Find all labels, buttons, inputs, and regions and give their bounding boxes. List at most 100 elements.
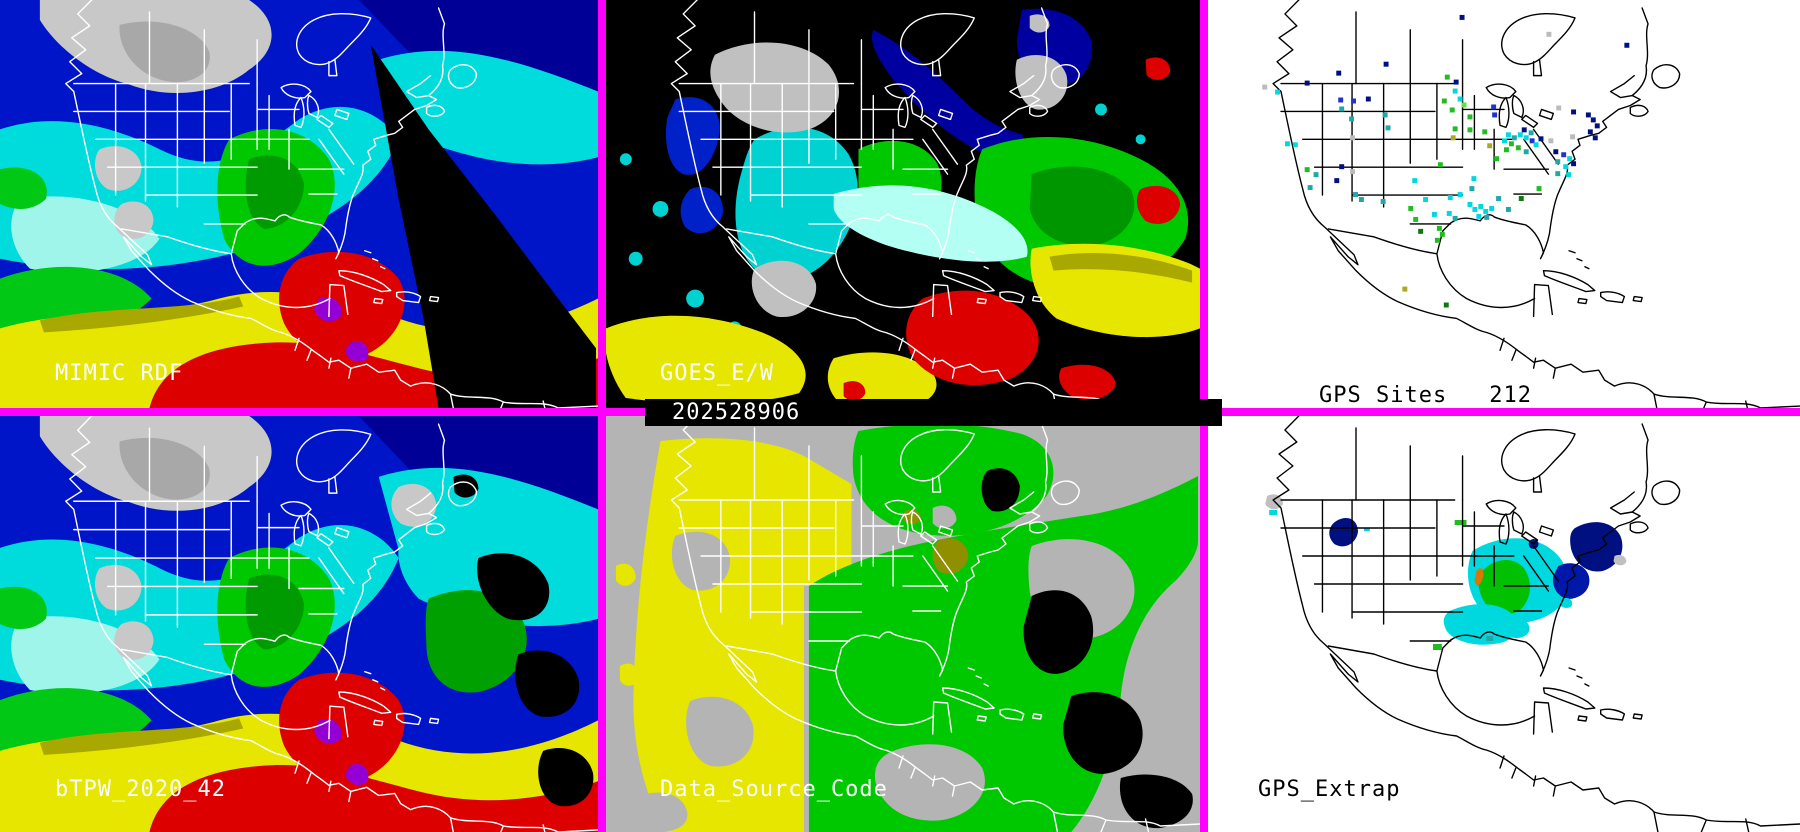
gps-site-dot xyxy=(1492,112,1498,118)
panel-btpw: bTPW_2020_42 xyxy=(0,416,598,832)
gps-site-dot xyxy=(1505,206,1511,212)
gps-site-dot xyxy=(1571,161,1577,167)
gps-site-count: 212 xyxy=(1489,383,1532,408)
gps-site-dot xyxy=(1408,205,1414,211)
extrap-blob-montana xyxy=(1329,518,1358,547)
gps-site-dot xyxy=(1385,125,1391,131)
panel-label-gps-extrap: GPS_Extrap xyxy=(1258,777,1401,802)
gps-site-dot xyxy=(1523,149,1529,155)
gps-site-dot xyxy=(1536,186,1542,192)
btpw-map xyxy=(0,416,598,832)
panel-gps-sites: GPS Sites 212 xyxy=(1208,0,1800,408)
panel-label-btpw: bTPW_2020_42 xyxy=(55,777,226,802)
gps-site-dot xyxy=(1292,142,1298,148)
gps-site-dot xyxy=(1443,302,1449,308)
gps-site-dot xyxy=(1502,138,1507,144)
gps-site-dot xyxy=(1336,70,1342,76)
gps-site-dot xyxy=(1483,208,1489,214)
gps-site-dot xyxy=(1567,156,1573,162)
gps-site-dot xyxy=(1452,126,1458,132)
gps-site-dot xyxy=(1469,186,1475,192)
gps-site-dot xyxy=(1453,79,1459,85)
gps-site-dot xyxy=(1313,172,1319,178)
extrap-blobs xyxy=(1265,494,1627,650)
gps-site-dot xyxy=(1494,156,1500,162)
gps-site-dot xyxy=(1476,213,1482,219)
panel-border-vertical-1 xyxy=(598,0,606,832)
gps-site-dot xyxy=(1382,112,1388,118)
gps-site-dot xyxy=(1594,123,1600,129)
gps-site-dot xyxy=(1571,109,1577,115)
gps-site-dot xyxy=(1511,135,1517,141)
mimic-rdf-map xyxy=(0,0,598,408)
gps-site-dot xyxy=(1548,138,1554,144)
gps-site-dot xyxy=(1412,178,1418,184)
panel-data-source-code: Data_Source_Code xyxy=(606,416,1200,832)
gps-site-dot xyxy=(1561,152,1567,158)
gps-site-dot xyxy=(1262,84,1268,90)
gps-site-dot xyxy=(1402,286,1408,292)
gps-site-dot xyxy=(1587,129,1593,135)
data-source-map xyxy=(606,416,1200,832)
gps-site-dot xyxy=(1533,142,1539,148)
gps-site-dot xyxy=(1471,176,1477,182)
gps-site-dot xyxy=(1339,106,1345,112)
gps-site-dot xyxy=(1351,98,1356,104)
gps-site-dot xyxy=(1304,167,1310,173)
gps-site-dot xyxy=(1304,80,1310,86)
gps-site-dot xyxy=(1478,204,1484,209)
panel-label-data-source-code: Data_Source_Code xyxy=(660,777,888,802)
gps-site-dot xyxy=(1624,42,1630,48)
gps-site-dot xyxy=(1491,104,1497,110)
gps-site-dot xyxy=(1482,129,1488,135)
panel-gps-extrap: GPS_Extrap xyxy=(1208,416,1800,832)
gps-site-dot xyxy=(1505,132,1511,138)
panel-mimic-rdf: MIMIC RDF xyxy=(0,0,598,408)
gps-site-dot xyxy=(1555,171,1561,177)
gps-site-dot xyxy=(1529,138,1535,144)
gps-site-dot xyxy=(1518,196,1524,202)
gps-site-dot xyxy=(1538,136,1544,142)
gps-site-dot xyxy=(1457,192,1463,198)
gps-site-dot xyxy=(1413,216,1419,222)
gps-site-dot xyxy=(1383,61,1389,67)
gps-site-dot xyxy=(1365,96,1371,102)
gps-site-dot xyxy=(1358,197,1364,203)
gps-site-dot xyxy=(1487,143,1493,149)
gps-site-dot xyxy=(1585,112,1591,118)
gps-site-dot xyxy=(1553,149,1559,155)
gps-site-dot xyxy=(1452,215,1458,221)
gps-site-dot xyxy=(1489,205,1495,211)
gps-site-dot xyxy=(1484,214,1490,220)
gps-site-dot xyxy=(1349,116,1355,122)
gps-site-dot xyxy=(1592,135,1598,141)
gps-site-dot xyxy=(1467,202,1473,207)
gps-site-dot xyxy=(1449,107,1455,113)
gps-site-dot xyxy=(1461,102,1467,108)
panel-label-mimic-rdf: MIMIC RDF xyxy=(55,361,184,386)
gps-site-dot xyxy=(1444,74,1450,80)
gps-site-dot xyxy=(1508,141,1514,147)
gps-site-dot xyxy=(1555,159,1561,165)
gps-site-dot xyxy=(1459,14,1465,20)
gps-site-dot xyxy=(1452,88,1458,94)
gps-site-dot xyxy=(1353,192,1358,198)
gps-site-dot xyxy=(1521,127,1527,133)
gps-site-dot xyxy=(1380,199,1386,204)
gps-site-dot xyxy=(1284,141,1290,147)
gps-site-dot xyxy=(1437,162,1443,168)
gps-site-dot xyxy=(1496,196,1502,202)
timestamp-bar: 202528906 xyxy=(645,399,1222,426)
gps-site-dot xyxy=(1523,135,1529,141)
gps-site-dot xyxy=(1546,31,1552,37)
gps-site-dot xyxy=(1307,185,1313,191)
missing-data-wedge xyxy=(370,44,597,408)
gps-site-dot xyxy=(1517,132,1523,138)
gps-site-dot xyxy=(1350,169,1356,175)
gps-site-dot xyxy=(1563,164,1569,170)
extrap-blob-new-england xyxy=(1570,522,1623,572)
extrap-blob-gulf-coast xyxy=(1443,604,1518,645)
source-class-black xyxy=(981,468,1193,829)
panel-label-gps-sites: GPS Sites 212 xyxy=(1318,383,1532,408)
